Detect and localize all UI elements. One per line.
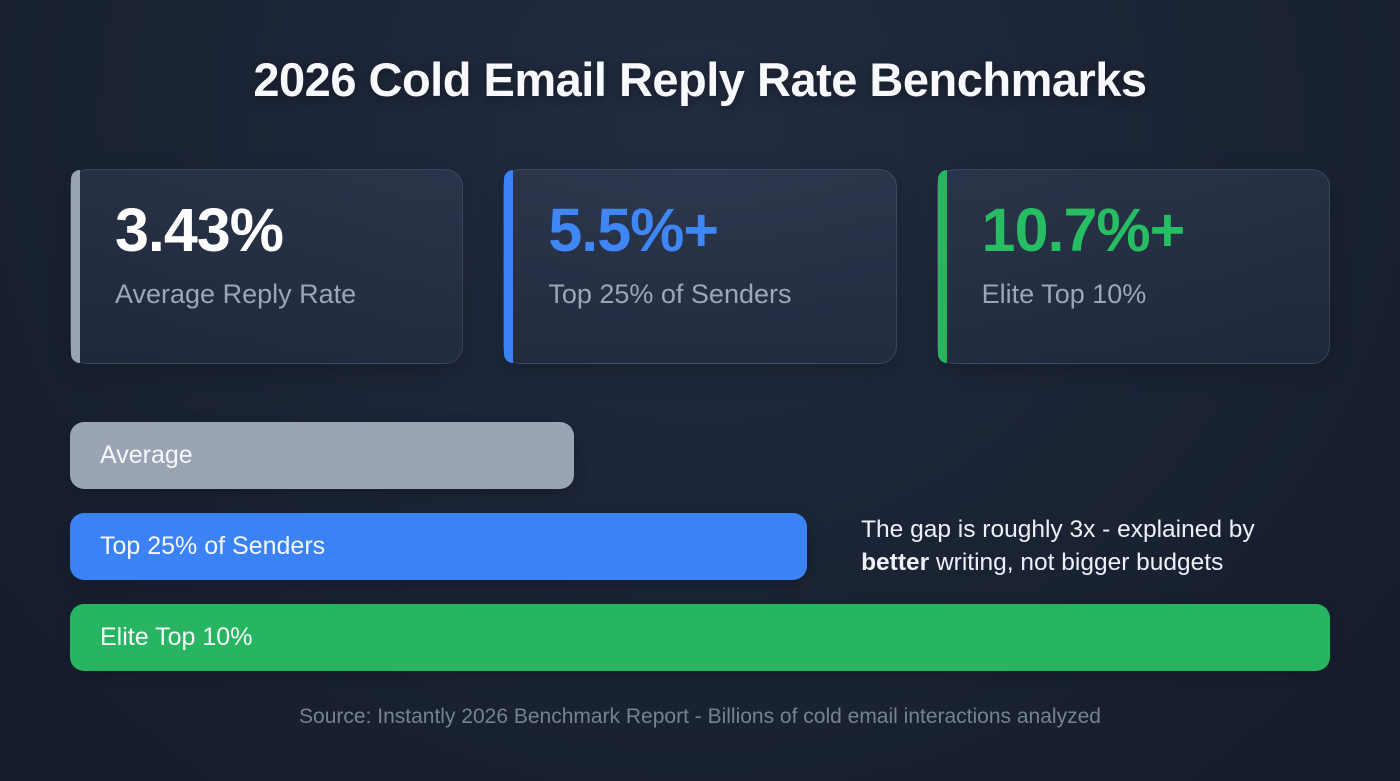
- stat-label-average: Average Reply Rate: [115, 279, 357, 309]
- stat-card-top25: 5.5%+ Top 25% of Senders: [503, 169, 897, 364]
- bar-elite: Elite Top 10%: [70, 604, 1330, 671]
- bar-label-top25: Top 25% of Senders: [100, 532, 326, 560]
- gap-annotation: The gap is roughly 3x - explained by bet…: [861, 514, 1255, 580]
- stat-card-average: 3.43% Average Reply Rate: [70, 169, 464, 364]
- stat-value-average: 3.43%: [115, 196, 284, 264]
- stat-value-elite: 10.7%+: [981, 196, 1186, 264]
- bar-top25: Top 25% of Senders: [70, 513, 808, 580]
- gap-annotation-line1: The gap is roughly 3x - explained by: [861, 515, 1255, 543]
- stat-value-top25: 5.5%+: [548, 196, 719, 264]
- gap-annotation-bold: better: [861, 548, 930, 576]
- bar-row-average: Average: [70, 422, 1330, 489]
- page-title: 2026 Cold Email Reply Rate Benchmarks: [253, 53, 1147, 106]
- bar-row-top25: Top 25% of Senders The gap is roughly 3x…: [70, 513, 1330, 580]
- bar-label-average: Average: [100, 441, 193, 469]
- bar-row-elite: Elite Top 10%: [70, 604, 1330, 671]
- bar-chart: Average Top 25% of Senders The gap is ro…: [70, 422, 1330, 671]
- stat-cards-row: 3.43% Average Reply Rate 5.5%+ Top 25% o…: [70, 169, 1330, 364]
- source-note: Source: Instantly 2026 Benchmark Report …: [299, 705, 1101, 728]
- infographic-page: 2026 Cold Email Reply Rate Benchmarks 3.…: [70, 0, 1330, 729]
- stat-card-elite: 10.7%+ Elite Top 10%: [936, 169, 1330, 364]
- card-accent-bar: [504, 170, 514, 363]
- bar-label-elite: Elite Top 10%: [100, 623, 253, 651]
- stat-label-elite: Elite Top 10%: [981, 279, 1147, 309]
- stat-label-top25: Top 25% of Senders: [548, 279, 792, 309]
- card-accent-bar: [937, 170, 947, 363]
- gap-annotation-line2: writing, not bigger budgets: [929, 548, 1224, 576]
- card-accent-bar: [71, 170, 80, 363]
- bar-average: Average: [70, 422, 574, 489]
